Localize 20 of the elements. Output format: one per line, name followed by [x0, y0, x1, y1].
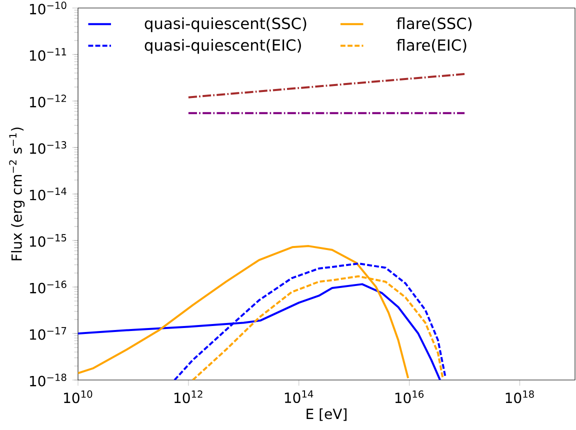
y-tick-label: 10$^{−13}$	[30, 141, 66, 154]
y-tick-label: 10$^{−15}$	[30, 234, 66, 247]
y-tick-label: 10$^{−11}$	[30, 48, 66, 61]
x-tick-label: 10$^{10}$	[64, 390, 92, 404]
legend-label: flare(SSC)	[396, 17, 472, 32]
x-tick-label: 10$^{14}$	[284, 390, 314, 404]
x-axis-title: E [eV]	[306, 408, 346, 421]
y-tick-label: 10$^{−18}$	[30, 374, 66, 386]
legend-label: quasi-quiescent(EIC)	[144, 38, 301, 54]
x-tick-label: 10$^{16}$	[395, 390, 424, 404]
y-tick-label: 10$^{−12}$	[30, 94, 66, 108]
legend-label: quasi-quiescent(SSC)	[144, 17, 306, 32]
y-axis-title: Flux (erg cm$^{−2}$ s$^{−1}$)	[9, 128, 25, 260]
y-tick-label: 10$^{−10}$	[30, 2, 66, 14]
y-tick-label: 10$^{−17}$	[30, 327, 66, 340]
x-tick-label: 10$^{12}$	[174, 390, 202, 404]
x-tick-label: 10$^{18}$	[506, 390, 534, 404]
legend-label: flare(EIC)	[396, 38, 466, 53]
y-tick-label: 10$^{−16}$	[30, 280, 66, 294]
y-tick-label: 10$^{−14}$	[30, 188, 66, 200]
